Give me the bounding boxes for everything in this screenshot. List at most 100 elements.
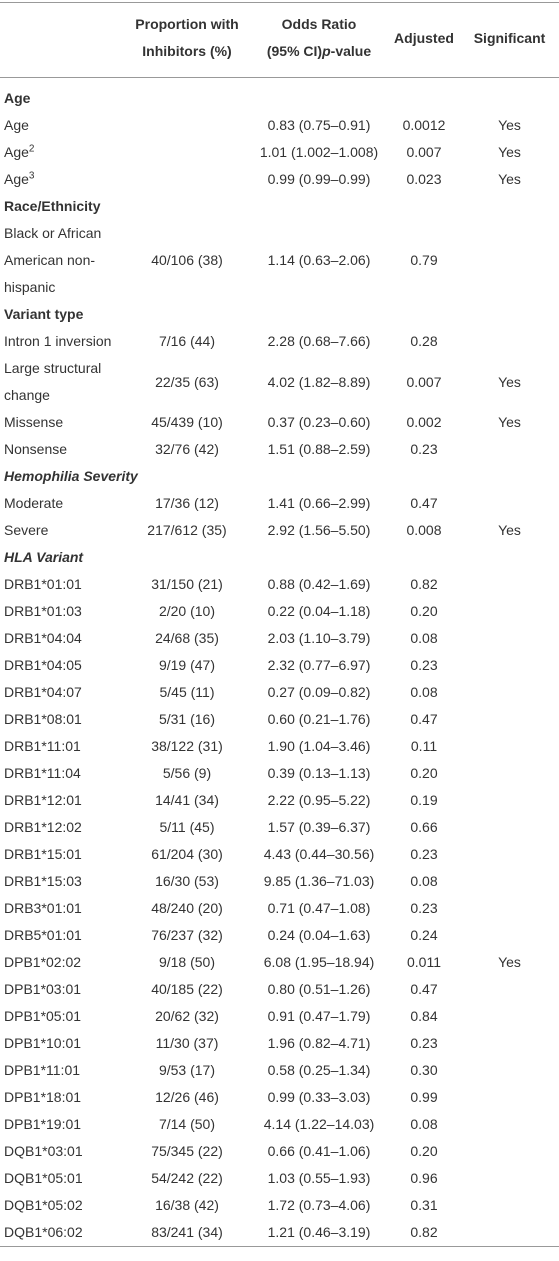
label-cell: DRB1*01:03 xyxy=(0,598,124,625)
odds-ratio: 6.08 (1.95–18.94) xyxy=(263,954,375,970)
label-cell: DRB1*15:01 xyxy=(0,841,124,868)
odds-ratio: 4.43 (0.44–30.56) xyxy=(263,846,375,862)
data-row: DRB5*01:01 76/237 (32) 0.24 (0.04–1.63) 0.2… xyxy=(0,922,559,949)
data-row: DRB1*01:03 2/20 (10) 0.22 (0.04–1.18) 0.20 xyxy=(0,598,559,625)
odds-ratio-cell: 1.96 (0.82–4.71) xyxy=(250,1030,388,1057)
significant: Yes xyxy=(498,117,521,133)
adjusted: 0.002 xyxy=(406,414,442,430)
label-cell: Moderate xyxy=(0,490,124,517)
label-cell: Missense xyxy=(0,409,124,436)
row-label: DRB1*15:01 xyxy=(4,846,82,862)
proportion-cell: 45/439 (10) xyxy=(124,409,250,436)
proportion: 31/150 (21) xyxy=(151,576,223,592)
adjusted-cell: 0.08 xyxy=(388,868,460,895)
significant-cell xyxy=(460,220,559,301)
row-label: Age xyxy=(4,144,29,160)
proportion: 40/106 (38) xyxy=(151,252,223,268)
adjusted: 0.84 xyxy=(410,1008,438,1024)
header-cell: Proportion with Inhibitors (%) xyxy=(124,2,250,78)
row-label: DRB1*08:01 xyxy=(4,711,82,727)
adjusted-cell: 0.47 xyxy=(388,976,460,1003)
adjusted: 0.0012 xyxy=(402,117,446,133)
significant-cell xyxy=(460,1138,559,1165)
row-label: DRB1*12:01 xyxy=(4,792,82,808)
proportion: 45/439 (10) xyxy=(151,414,223,430)
odds-ratio-cell: 1.03 (0.55–1.93) xyxy=(250,1165,388,1192)
proportion-cell: 83/241 (34) xyxy=(124,1219,250,1247)
data-row: Black or African American non-hispanic 40… xyxy=(0,220,559,301)
adjusted: 0.23 xyxy=(410,1035,438,1051)
odds-ratio: 0.39 (0.13–1.13) xyxy=(267,765,371,781)
significant-cell: Yes xyxy=(460,355,559,409)
adjusted: 0.23 xyxy=(410,846,438,862)
proportion-cell: 217/612 (35) xyxy=(124,517,250,544)
label-cell: DRB3*01:01 xyxy=(0,895,124,922)
odds-ratio-cell: 0.99 (0.33–3.03) xyxy=(250,1084,388,1111)
odds-ratio: 9.85 (1.36–71.03) xyxy=(263,873,375,889)
proportion: 5/56 (9) xyxy=(162,765,212,781)
significant-cell xyxy=(460,490,559,517)
odds-ratio: 0.80 (0.51–1.26) xyxy=(267,981,371,997)
adjusted-cell: 0.002 xyxy=(388,409,460,436)
row-label: DRB1*01:03 xyxy=(4,603,82,619)
data-row: DRB1*11:01 38/122 (31) 1.90 (1.04–3.46) 0.1… xyxy=(0,733,559,760)
label-cell: Nonsense xyxy=(0,436,124,463)
odds-ratio-cell: 2.03 (1.10–3.79) xyxy=(250,625,388,652)
adjusted-cell: 0.23 xyxy=(388,652,460,679)
odds-ratio: 4.14 (1.22–14.03) xyxy=(263,1116,375,1132)
data-row: DRB1*01:01 31/150 (21) 0.88 (0.42–1.69) 0.8… xyxy=(0,571,559,598)
significant-cell xyxy=(460,436,559,463)
proportion: 16/38 (42) xyxy=(155,1197,219,1213)
data-row: DRB1*12:01 14/41 (34) 2.22 (0.95–5.22) 0.19 xyxy=(0,787,559,814)
adjusted-cell: 0.47 xyxy=(388,490,460,517)
significant-cell xyxy=(460,706,559,733)
adjusted-cell: 0.82 xyxy=(388,571,460,598)
proportion-cell xyxy=(124,112,250,139)
odds-ratio: 2.92 (1.56–5.50) xyxy=(267,522,371,538)
proportion-cell: 40/106 (38) xyxy=(124,220,250,301)
adjusted-cell: 0.23 xyxy=(388,895,460,922)
proportion-cell: 16/38 (42) xyxy=(124,1192,250,1219)
adjusted-cell: 0.47 xyxy=(388,706,460,733)
adjusted: 0.79 xyxy=(410,252,438,268)
adjusted: 0.31 xyxy=(410,1197,438,1213)
row-label: DQB1*05:01 xyxy=(4,1170,83,1186)
row-label: DRB1*04:04 xyxy=(4,630,82,646)
odds-ratio-cell: 1.72 (0.73–4.06) xyxy=(250,1192,388,1219)
data-row: Age3 0.99 (0.99–0.99) 0.023 Yes xyxy=(0,166,559,193)
adjusted: 0.08 xyxy=(410,684,438,700)
label-cell: DPB1*03:01 xyxy=(0,976,124,1003)
proportion: 24/68 (35) xyxy=(155,630,219,646)
odds-ratio-cell: 0.27 (0.09–0.82) xyxy=(250,679,388,706)
proportion-cell: 22/35 (63) xyxy=(124,355,250,409)
significant-cell xyxy=(460,733,559,760)
significant-cell xyxy=(460,679,559,706)
significant-cell xyxy=(460,1003,559,1030)
significant-cell xyxy=(460,868,559,895)
row-label: DRB1*11:01 xyxy=(4,738,81,754)
proportion-cell: 5/56 (9) xyxy=(124,760,250,787)
odds-ratio-cell: 4.14 (1.22–14.03) xyxy=(250,1111,388,1138)
section-title: HLA Variant xyxy=(4,549,84,565)
section-row: Age xyxy=(0,78,559,113)
significant-cell xyxy=(460,1165,559,1192)
adjusted: 0.023 xyxy=(406,171,442,187)
label-cell: DRB1*04:05 xyxy=(0,652,124,679)
label-cell: DRB1*12:02 xyxy=(0,814,124,841)
adjusted: 0.30 xyxy=(410,1062,438,1078)
odds-ratio: 1.21 (0.46–3.19) xyxy=(267,1224,371,1240)
label-cell: Severe xyxy=(0,517,124,544)
significant-cell: Yes xyxy=(460,112,559,139)
data-row: DQB1*05:02 16/38 (42) 1.72 (0.73–4.06) 0.31 xyxy=(0,1192,559,1219)
odds-ratio-cell: 0.91 (0.47–1.79) xyxy=(250,1003,388,1030)
row-label: Intron 1 inversion xyxy=(4,333,112,349)
data-row: DPB1*19:01 7/14 (50) 4.14 (1.22–14.03) 0.08 xyxy=(0,1111,559,1138)
table-header: Proportion with Inhibitors (%) Odds Ratio… xyxy=(0,2,559,78)
data-row: DQB1*03:01 75/345 (22) 0.66 (0.41–1.06) 0.2… xyxy=(0,1138,559,1165)
proportion: 20/62 (32) xyxy=(155,1008,219,1024)
header-text: p xyxy=(322,43,331,59)
odds-ratio-cell: 6.08 (1.95–18.94) xyxy=(250,949,388,976)
adjusted: 0.96 xyxy=(410,1170,438,1186)
proportion: 11/30 (37) xyxy=(155,1035,219,1051)
